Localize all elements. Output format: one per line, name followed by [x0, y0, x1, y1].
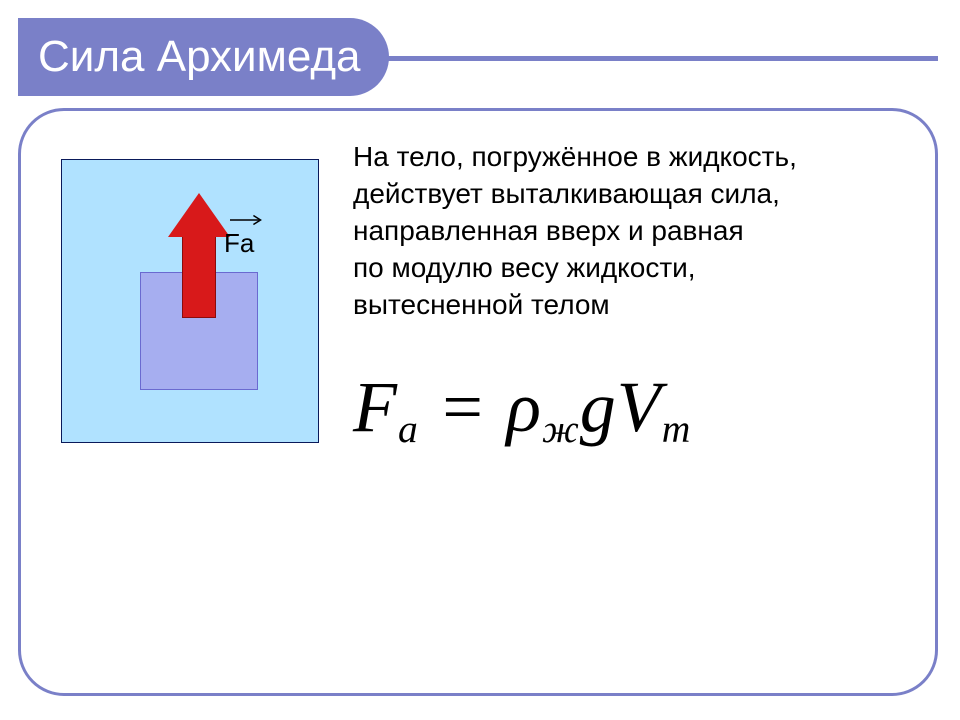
desc-line: На тело, погружённое в жидкость, — [353, 141, 797, 172]
description-text: На тело, погружённое в жидкость, действу… — [353, 139, 895, 324]
formula-rho-sub: ж — [542, 407, 580, 451]
formula-F-sub: a — [398, 407, 419, 451]
text-column: На тело, погружённое в жидкость, действу… — [353, 139, 895, 665]
formula-F: F — [353, 367, 398, 447]
formula-eq: = — [419, 367, 507, 447]
formula-rho: ρ — [506, 367, 542, 447]
diagram-container: Fа — [61, 139, 319, 665]
slide-title-bar: Сила Архимеда — [18, 18, 389, 96]
desc-line: направленная вверх и равная — [353, 215, 744, 246]
slide-title: Сила Архимеда — [38, 32, 361, 82]
desc-line: вытесненной телом — [353, 289, 610, 320]
desc-line: действует выталкивающая сила, — [353, 178, 780, 209]
force-label: Fа — [224, 228, 254, 259]
force-arrow-head — [168, 193, 230, 237]
desc-line: по модулю весу жидкости, — [353, 252, 696, 283]
formula-V-sub: т — [662, 407, 692, 451]
force-arrow-stem — [182, 236, 216, 318]
formula-g: g — [580, 367, 617, 447]
vector-arrow-icon — [230, 214, 266, 226]
fluid-diagram: Fа — [61, 159, 319, 443]
content-card: Fа На тело, погружённое в жидкость, дейс… — [18, 108, 938, 696]
formula-V: V — [617, 367, 662, 447]
archimedes-formula: Fa = ρжgVт — [353, 366, 895, 452]
